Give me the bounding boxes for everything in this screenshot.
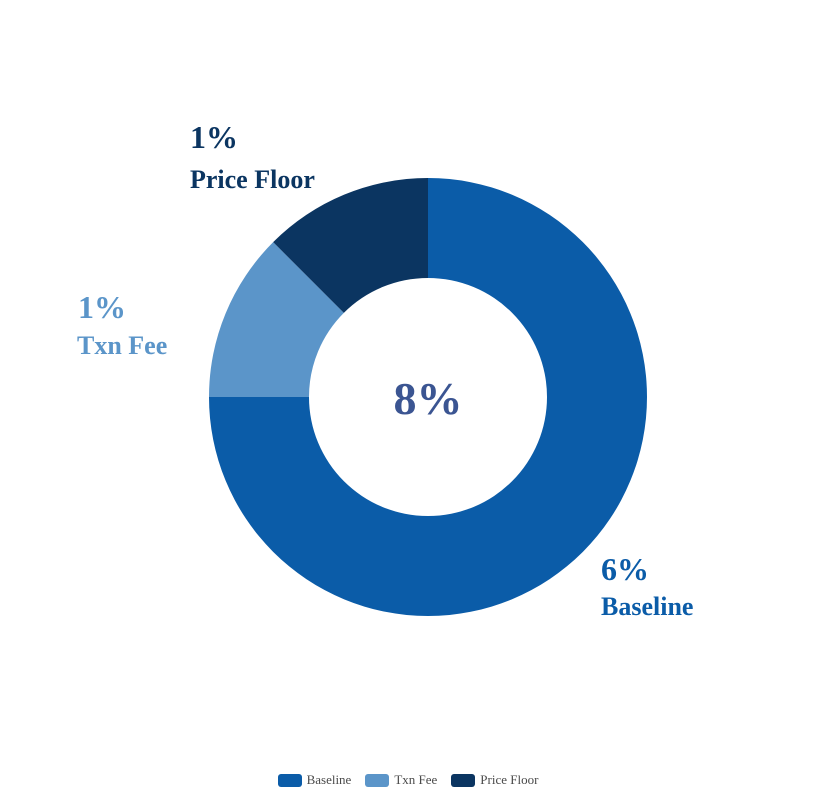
donut-slice-txn-fee[interactable] [209,242,344,397]
legend-label-txn-fee: Txn Fee [394,772,438,787]
txn-fee-value-label: 1% [78,289,126,325]
legend-swatch-baseline [277,773,302,787]
legend-item-price-floor[interactable]: Price Floor [451,772,538,788]
baseline-value-label: 6% [601,551,649,587]
price-floor-value-label: 1% [190,119,238,155]
legend-item-txn-fee[interactable]: Txn Fee [365,772,437,788]
donut-slices [209,178,647,616]
legend-item-baseline[interactable]: Baseline [277,772,352,788]
legend-label-price-floor: Price Floor [480,772,539,787]
legend-label-baseline: Baseline [306,772,352,787]
legend-swatch-price-floor [451,773,476,787]
donut-slice-baseline[interactable] [209,178,647,616]
donut-slice-price-floor[interactable] [273,178,428,313]
center-total-label: 8% [394,373,463,424]
chart-legend: Baseline Txn Fee Price Floor [0,772,816,788]
txn-fee-name-label: Txn Fee [77,331,167,360]
legend-swatch-txn-fee [365,773,390,787]
price-floor-name-label: Price Floor [190,165,315,194]
baseline-name-label: Baseline [601,592,693,621]
